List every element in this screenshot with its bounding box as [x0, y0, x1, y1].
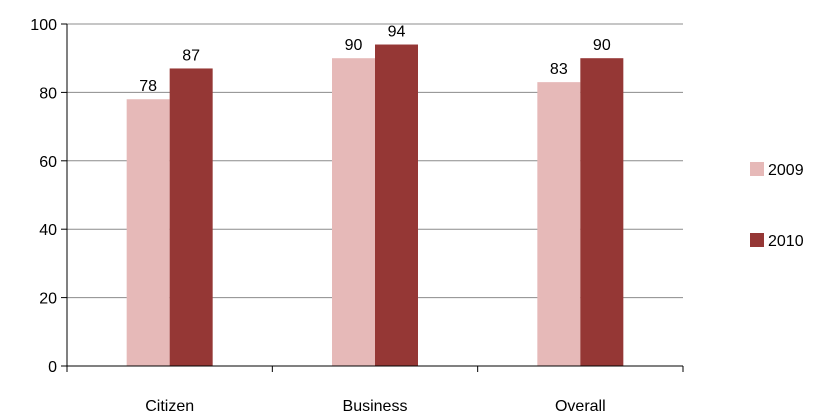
data-label: 83 — [550, 61, 568, 78]
data-label: 94 — [388, 24, 406, 41]
axes: 0 20 40 60 80 100 Citizen Business Overall — [30, 17, 684, 415]
bar-2010-business — [375, 44, 418, 367]
data-label: 90 — [593, 37, 611, 54]
x-category-label: Overall — [555, 398, 606, 415]
legend-label: 2009 — [768, 162, 804, 179]
bar-2009-business — [332, 58, 375, 366]
data-label: 87 — [182, 47, 200, 64]
y-tick-label: 20 — [39, 291, 57, 308]
legend-swatch-2010 — [750, 233, 764, 247]
legend-swatch-2009 — [750, 162, 764, 176]
data-label: 90 — [345, 37, 363, 54]
x-category-label: Business — [343, 398, 408, 415]
bar-2009-overall — [537, 82, 581, 366]
legend-label: 2010 — [768, 233, 804, 250]
data-label: 78 — [139, 78, 157, 95]
y-tick-label: 40 — [39, 222, 57, 239]
bar-2010-overall — [580, 58, 624, 366]
legend: 2009 2010 — [750, 162, 804, 250]
bars — [126, 44, 624, 367]
bar-2010-citizen — [169, 68, 213, 367]
y-tick-label: 0 — [48, 359, 57, 376]
data-labels: 78 87 90 94 83 90 — [139, 24, 611, 96]
y-tick-label: 80 — [39, 85, 57, 102]
y-tick-label: 100 — [30, 17, 57, 34]
bar-2009-citizen — [126, 99, 170, 367]
x-category-label: Citizen — [145, 398, 194, 415]
y-tick-label: 60 — [39, 154, 57, 171]
